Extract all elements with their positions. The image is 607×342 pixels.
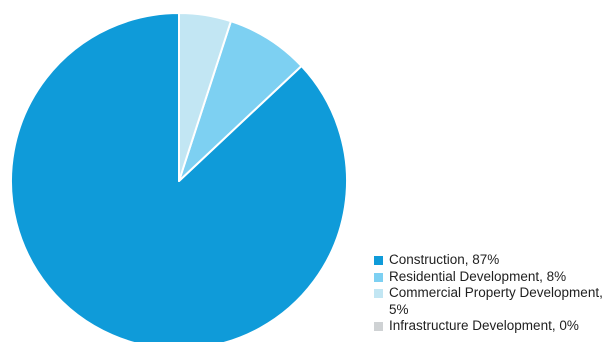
- legend-label-infrastructure-development: Infrastructure Development, 0%: [389, 318, 579, 333]
- legend-label-residential-development: Residential Development, 8%: [389, 268, 567, 284]
- legend-swatch-infrastructure-development: [374, 322, 383, 331]
- legend-item-commercial-property-development: Commercial Property Development, 5%: [374, 285, 604, 318]
- legend-swatch-commercial-property-development: [374, 289, 383, 298]
- legend-label-construction: Construction, 87%: [389, 252, 500, 267]
- legend-item-construction: Construction, 87%: [374, 252, 604, 269]
- pie-slice-construction: [10, 12, 348, 342]
- legend-label-commercial-property-development: Commercial Property Development, 5%: [389, 285, 603, 317]
- legend-item-infrastructure-development: Infrastructure Development, 0%: [374, 318, 604, 335]
- pie-slice-commercial-property-development: [178, 12, 232, 182]
- legend-swatch-construction: [374, 256, 383, 265]
- chart-legend: Construction, 87% Residential Developmen…: [374, 252, 604, 335]
- legend-swatch-residential-development: [374, 272, 383, 282]
- legend-item-residential-development: Residential Development, 8%: [374, 269, 604, 286]
